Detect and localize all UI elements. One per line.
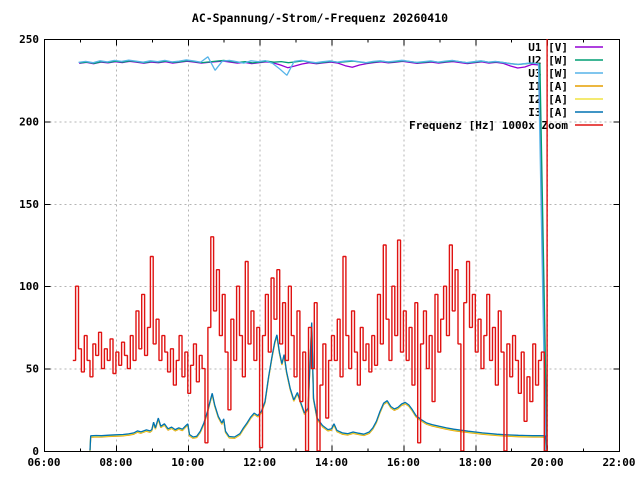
legend-label-I3: I3 [A] xyxy=(528,106,568,119)
y-axis-tick-label: 250 xyxy=(19,33,39,46)
legend-label-I2: I2 [A] xyxy=(528,93,568,106)
x-axis-tick-label: 16:00 xyxy=(387,456,420,469)
x-axis-tick-label: 06:00 xyxy=(27,456,60,469)
y-axis-tick-label: 100 xyxy=(19,280,39,293)
x-axis-tick-label: 10:00 xyxy=(171,456,204,469)
y-axis-tick-label: 150 xyxy=(19,198,39,211)
series-U3 xyxy=(78,56,547,451)
series-I3 xyxy=(89,322,548,451)
x-axis-tick-label: 08:00 xyxy=(99,456,132,469)
series-Frequenz xyxy=(72,39,548,451)
legend-label-Frequenz: Frequenz [Hz] 1000x Zoom xyxy=(409,119,568,132)
y-axis-tick-label: 200 xyxy=(19,115,39,128)
x-axis-tick-label: 12:00 xyxy=(243,456,276,469)
y-axis-tick-label: 0 xyxy=(32,445,39,458)
x-axis-tick-label: 20:00 xyxy=(531,456,564,469)
chart-title: AC-Spannung/-Strom/-Frequenz 20260410 xyxy=(192,11,448,25)
x-axis-tick-label: 18:00 xyxy=(459,456,492,469)
legend: U1 [V]U2 [W]U3 [W]I1 [A]I2 [A]I3 [A]Freq… xyxy=(409,41,603,132)
x-axis-tick-label: 22:00 xyxy=(602,456,635,469)
legend-label-U1: U1 [V] xyxy=(528,41,568,54)
plot-border xyxy=(44,39,620,452)
y-axis-tick-label: 50 xyxy=(26,363,39,376)
x-axis-tick-label: 14:00 xyxy=(315,456,348,469)
legend-label-I1: I1 [A] xyxy=(528,80,568,93)
legend-label-U3: U3 [W] xyxy=(528,67,568,80)
